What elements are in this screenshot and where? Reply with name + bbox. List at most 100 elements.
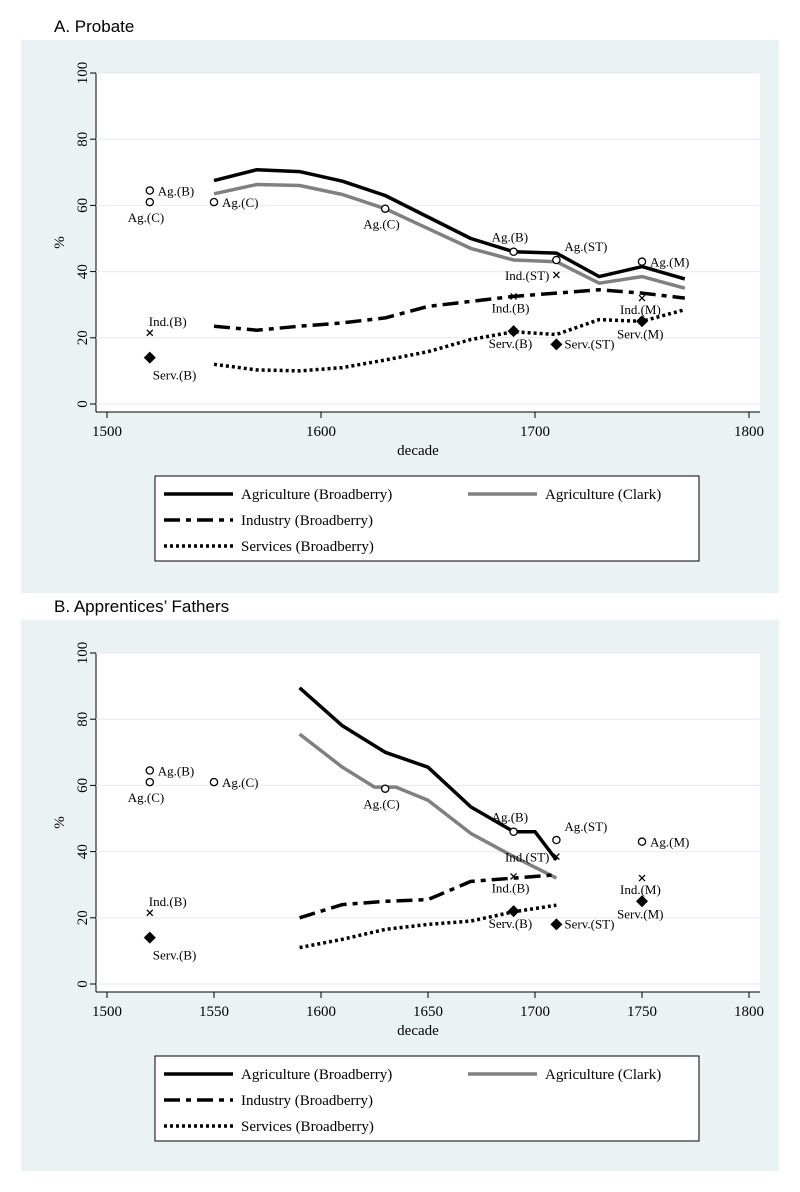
legend-label: Agriculture (Broadberry) bbox=[241, 487, 392, 503]
x-tick-label: 1750 bbox=[627, 1004, 657, 1020]
x-tick-label: 1550 bbox=[199, 1004, 229, 1020]
y-tick-label: 40 bbox=[75, 264, 91, 279]
legend-label: Services (Broadberry) bbox=[241, 539, 374, 555]
marker-circle bbox=[509, 827, 518, 836]
marker-diamond bbox=[507, 325, 520, 338]
marker-circle bbox=[637, 837, 647, 846]
annotation-label: Ag.(ST) bbox=[564, 239, 607, 254]
marker-circle bbox=[380, 784, 390, 793]
x-tick-label: 1700 bbox=[520, 424, 550, 440]
annotation-label: Ind.(M) bbox=[620, 302, 661, 317]
y-tick-label: 80 bbox=[75, 132, 91, 147]
marker-diamond bbox=[550, 338, 563, 351]
marker-x bbox=[510, 292, 518, 300]
y-tick-label: 60 bbox=[75, 778, 91, 793]
marker-diamond bbox=[636, 895, 648, 908]
y-axis-label: % bbox=[52, 236, 68, 249]
annotation-label: Ag.(C) bbox=[128, 210, 164, 225]
panel-a-title: A. Probate bbox=[54, 17, 135, 36]
y-tick-label: 100 bbox=[75, 62, 91, 85]
marker-circle bbox=[637, 257, 647, 266]
marker-circle bbox=[145, 186, 155, 195]
legend-label: Industry (Broadberry) bbox=[241, 1093, 373, 1109]
annotation-label: Ind.(ST) bbox=[505, 268, 549, 283]
annotation-label: Ind.(B) bbox=[149, 314, 187, 329]
x-tick-label: 1800 bbox=[734, 1004, 764, 1020]
marker-circle bbox=[145, 777, 155, 787]
annotation-label: Ag.(M) bbox=[650, 255, 689, 270]
probate-chart: 0 20 40 60 80 100 1500 1600 1700 1800 decade% Ag.(B… bbox=[21, 40, 779, 593]
legend-label: Agriculture (Clark) bbox=[545, 1067, 661, 1083]
y-tick-label: 40 bbox=[75, 844, 91, 859]
annotation-label: Ag.(B) bbox=[492, 810, 528, 825]
annotation-label: Ind.(ST) bbox=[505, 850, 549, 865]
x-axis-label: decade bbox=[397, 1023, 439, 1039]
marker-x bbox=[146, 329, 154, 337]
annotation-label: Ag.(B) bbox=[492, 230, 528, 245]
y-axis-label: % bbox=[52, 816, 68, 829]
series-line-3 bbox=[213, 308, 686, 373]
x-tick-label: 1600 bbox=[306, 1004, 336, 1020]
marker-diamond bbox=[143, 931, 156, 944]
legend-label: Agriculture (Clark) bbox=[545, 487, 661, 503]
marker-x bbox=[146, 909, 154, 917]
marker-diamond bbox=[507, 905, 520, 918]
marker-x bbox=[638, 874, 646, 882]
annotation-label: Ag.(ST) bbox=[564, 819, 607, 834]
x-axis-label: decade bbox=[397, 443, 439, 459]
x-tick-label: 1600 bbox=[306, 424, 336, 440]
annotation-label: Serv.(B) bbox=[489, 916, 533, 931]
series-line-0 bbox=[298, 686, 558, 861]
annotation-label: Ind.(M) bbox=[620, 882, 661, 897]
annotation-label: Serv.(ST) bbox=[564, 916, 614, 931]
legend-label: Services (Broadberry) bbox=[241, 1119, 374, 1135]
annotation-label: Ag.(C) bbox=[363, 217, 399, 232]
series-line-1 bbox=[213, 182, 686, 290]
annotation-label: Ind.(B) bbox=[492, 300, 530, 315]
annotation-label: Serv.(M) bbox=[617, 906, 663, 921]
x-tick-label: 1650 bbox=[413, 1004, 443, 1020]
y-tick-label: 20 bbox=[75, 330, 91, 345]
marker-circle bbox=[145, 766, 155, 775]
annotation-label: Ind.(B) bbox=[149, 894, 187, 909]
y-tick-label: 0 bbox=[75, 400, 91, 408]
x-tick-label: 1500 bbox=[92, 424, 122, 440]
plot-area bbox=[96, 653, 760, 992]
marker-circle bbox=[209, 197, 219, 207]
x-tick-label: 1800 bbox=[734, 424, 764, 440]
annotation-label: Ind.(B) bbox=[492, 880, 530, 895]
marker-x bbox=[552, 853, 560, 861]
annotation-label: Ag.(C) bbox=[222, 195, 258, 210]
marker-diamond bbox=[143, 351, 156, 364]
marker-x bbox=[552, 271, 560, 279]
legend-label: Industry (Broadberry) bbox=[241, 513, 373, 529]
legend-label: Agriculture (Broadberry) bbox=[241, 1067, 392, 1083]
annotation-label: Ag.(C) bbox=[363, 797, 399, 812]
marker-circle bbox=[209, 777, 219, 787]
marker-circle bbox=[380, 204, 390, 213]
x-tick-label: 1700 bbox=[520, 1004, 550, 1020]
annotation-label: Serv.(B) bbox=[153, 948, 197, 963]
y-tick-label: 0 bbox=[75, 980, 91, 988]
annotation-label: Ag.(C) bbox=[222, 775, 258, 790]
plot-area bbox=[96, 73, 760, 412]
marker-diamond bbox=[550, 918, 563, 931]
marker-circle bbox=[509, 247, 518, 256]
marker-diamond bbox=[636, 315, 648, 328]
series-line-2 bbox=[213, 288, 686, 332]
marker-x bbox=[638, 294, 646, 302]
marker-circle bbox=[145, 197, 155, 207]
y-tick-label: 100 bbox=[75, 642, 91, 665]
annotation-label: Ag.(B) bbox=[158, 184, 194, 199]
annotation-label: Ag.(B) bbox=[158, 764, 194, 779]
annotation-label: Serv.(B) bbox=[153, 368, 197, 383]
y-tick-label: 20 bbox=[75, 910, 91, 925]
legend-box bbox=[154, 475, 700, 562]
marker-circle bbox=[552, 835, 561, 845]
y-tick-label: 60 bbox=[75, 198, 91, 213]
y-tick-label: 80 bbox=[75, 712, 91, 727]
marker-circle bbox=[552, 255, 561, 265]
series-line-0 bbox=[213, 167, 686, 281]
annotation-label: Serv.(B) bbox=[489, 336, 533, 351]
panel-b-title: B. Apprentices’ Fathers bbox=[54, 597, 230, 616]
